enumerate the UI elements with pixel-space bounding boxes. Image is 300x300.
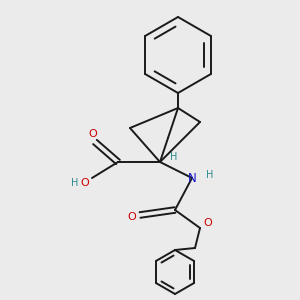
Text: O: O [127, 212, 136, 222]
Text: H: H [206, 170, 213, 180]
Text: O: O [80, 178, 89, 188]
Text: H: H [70, 178, 78, 188]
Text: H: H [170, 152, 177, 162]
Text: N: N [188, 172, 196, 184]
Text: O: O [203, 218, 212, 228]
Text: O: O [88, 129, 98, 139]
